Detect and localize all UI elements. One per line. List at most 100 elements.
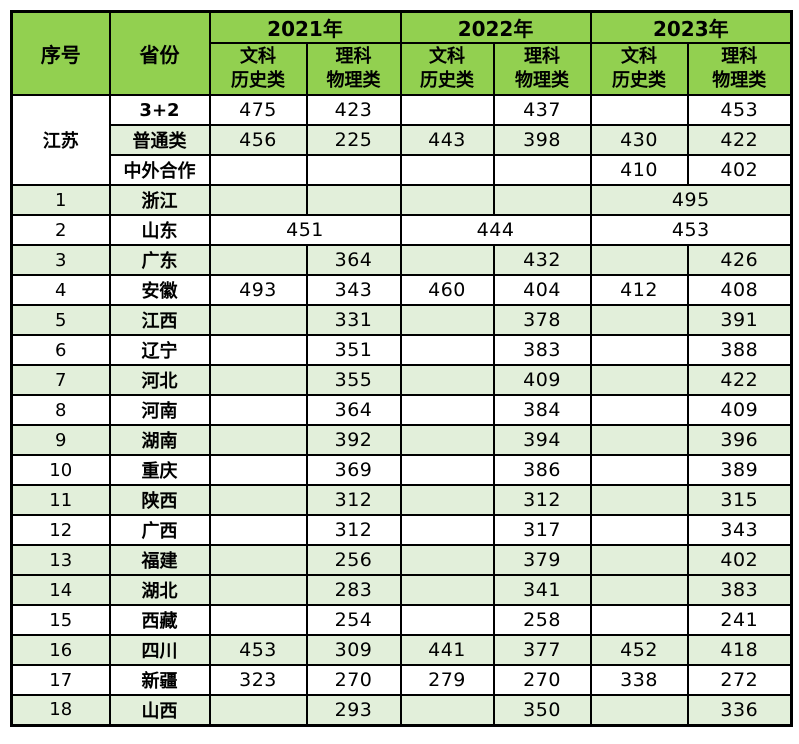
score-cell (208, 484, 308, 516)
score-cell (589, 604, 689, 636)
score-cell: 338 (589, 664, 689, 696)
score-cell: 392 (305, 424, 402, 456)
jiangsu-row: 江苏 3+2 475 423 437 453 (10, 94, 793, 186)
sequence-cell: 4 (10, 274, 111, 306)
score-cell (208, 244, 308, 276)
header-2021-wenke: 文科 历史类 (208, 42, 308, 96)
score-cell: 355 (305, 364, 402, 396)
jiangsu-row: 普通类 456 225 443 398 430 422 (12, 124, 793, 156)
province-name-cell: 山东 (108, 214, 211, 246)
province-name-cell: 重庆 (108, 454, 211, 486)
score-cell: 293 (305, 694, 402, 726)
score-cell: 495 (589, 184, 793, 216)
admission-score-table: 序号 省份 2021年 2022年 2023年 文科 历史类 理科 物理类 文科… (10, 10, 794, 727)
category-cell: 普通类 (108, 124, 211, 156)
score-cell: 350 (492, 694, 592, 726)
score-cell: 377 (492, 634, 592, 666)
province-name-cell: 山西 (108, 694, 211, 726)
score-cell (399, 94, 495, 126)
score-cell: 453 (208, 634, 308, 666)
score-cell: 402 (686, 154, 793, 186)
score-cell (208, 364, 308, 396)
province-name-cell: 浙江 (108, 184, 211, 216)
score-cell: 256 (305, 544, 402, 576)
score-cell (399, 514, 495, 546)
province-row: 4 安徽 493 343 460 404 412 408 (10, 274, 793, 306)
score-cell: 279 (399, 664, 495, 696)
province-row: 15 西藏 254 258 241 (10, 604, 793, 636)
province-row: 3 广东 364 432 426 (10, 244, 793, 276)
score-cell: 422 (686, 364, 793, 396)
score-cell: 391 (686, 304, 793, 336)
sequence-cell: 3 (10, 244, 111, 276)
score-cell (208, 394, 308, 426)
province-name-cell: 江苏 (10, 94, 111, 186)
header-subject-row: 文科 历史类 理科 物理类 文科 历史类 理科 物理类 文科 历史类 理科 物理… (12, 42, 793, 96)
header-year-2021: 2021年 (208, 10, 402, 44)
score-cell (399, 334, 495, 366)
score-cell: 272 (686, 664, 793, 696)
province-name-cell: 陕西 (108, 484, 211, 516)
score-cell: 418 (686, 634, 793, 666)
score-cell: 317 (492, 514, 592, 546)
score-cell (208, 334, 308, 366)
score-cell (208, 424, 308, 456)
sequence-cell: 1 (10, 184, 111, 216)
sequence-cell: 15 (10, 604, 111, 636)
score-cell (492, 154, 592, 186)
province-name-cell: 湖南 (108, 424, 211, 456)
sequence-cell: 5 (10, 304, 111, 336)
score-cell: 402 (686, 544, 793, 576)
score-cell: 460 (399, 274, 495, 306)
score-cell (589, 514, 689, 546)
sequence-cell: 16 (10, 634, 111, 666)
province-row: 12 广西 312 317 343 (10, 514, 793, 546)
sequence-cell: 17 (10, 664, 111, 696)
score-cell: 312 (305, 514, 402, 546)
sequence-cell: 14 (10, 574, 111, 606)
sequence-cell: 8 (10, 394, 111, 426)
score-cell: 388 (686, 334, 793, 366)
score-cell (305, 154, 402, 186)
score-cell: 412 (589, 274, 689, 306)
score-cell (305, 184, 402, 216)
province-row: 7 河北 355 409 422 (10, 364, 793, 396)
score-cell: 343 (686, 514, 793, 546)
score-cell (208, 514, 308, 546)
score-cell: 312 (305, 484, 402, 516)
score-cell (208, 604, 308, 636)
score-cell (208, 574, 308, 606)
sequence-cell: 9 (10, 424, 111, 456)
score-cell: 378 (492, 304, 592, 336)
header-2022-like: 理科 物理类 (492, 42, 592, 96)
score-cell: 451 (208, 214, 402, 246)
score-cell: 426 (686, 244, 793, 276)
province-row: 16 四川 453 309 441 377 452 418 (10, 634, 793, 666)
score-cell (492, 184, 592, 216)
score-cell: 369 (305, 454, 402, 486)
score-cell: 475 (208, 94, 308, 126)
score-cell (399, 364, 495, 396)
score-cell: 364 (305, 244, 402, 276)
header-2023-wenke: 文科 历史类 (589, 42, 689, 96)
province-row: 11 陕西 312 312 315 (10, 484, 793, 516)
province-name-cell: 河南 (108, 394, 211, 426)
score-cell: 331 (305, 304, 402, 336)
header-year-row: 序号 省份 2021年 2022年 2023年 (10, 10, 793, 96)
score-cell: 270 (305, 664, 402, 696)
score-cell (589, 454, 689, 486)
province-row: 10 重庆 369 386 389 (10, 454, 793, 486)
score-cell: 364 (305, 394, 402, 426)
score-cell: 386 (492, 454, 592, 486)
score-cell (589, 244, 689, 276)
score-cell: 383 (492, 334, 592, 366)
sequence-cell: 13 (10, 544, 111, 576)
sequence-cell: 2 (10, 214, 111, 246)
score-cell (589, 544, 689, 576)
score-cell: 456 (208, 124, 308, 156)
score-cell (589, 304, 689, 336)
province-name-cell: 西藏 (108, 604, 211, 636)
score-cell (399, 394, 495, 426)
score-cell (399, 544, 495, 576)
